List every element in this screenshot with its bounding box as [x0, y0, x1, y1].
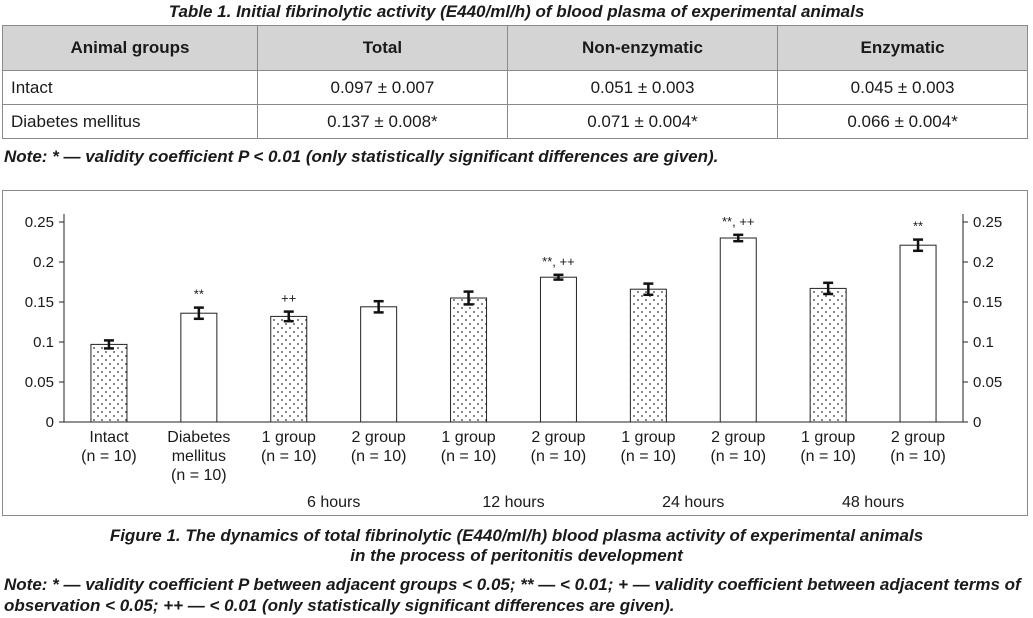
cell-group: Intact: [2, 70, 258, 105]
category-label: (n = 10): [621, 448, 677, 465]
category-label: (n = 10): [890, 448, 946, 465]
category-label: 2 group: [891, 429, 945, 446]
figure-caption: Figure 1. The dynamics of total fibrinol…: [0, 526, 1033, 566]
bar: [719, 237, 757, 423]
cell-non-enzymatic: 0.071 ± 0.004*: [506, 104, 779, 139]
category-label: 1 group: [801, 429, 855, 446]
fibrinolytic-activity-table: Animal groups Total Non-enzymatic Enzyma…: [2, 25, 1028, 139]
period-label: 48 hours: [842, 494, 904, 511]
category-label: (n = 10): [351, 448, 407, 465]
category-label: 2 group: [531, 429, 585, 446]
bar: [90, 343, 128, 423]
category-label: 2 group: [711, 429, 765, 446]
header-enzymatic: Enzymatic: [777, 25, 1028, 71]
category-label: mellitus: [172, 448, 226, 465]
significance-label: **, ++: [542, 254, 575, 269]
bar: [180, 312, 218, 423]
figure-note: Note: * — validity coefficient P between…: [4, 575, 1021, 615]
significance-label: **: [913, 219, 923, 234]
significance-label: **: [194, 287, 204, 302]
figure-frame: [2, 190, 1028, 516]
significance-label: ++: [281, 291, 296, 306]
header-non-enzymatic: Non-enzymatic: [506, 25, 779, 71]
header-total: Total: [257, 25, 508, 71]
category-label: (n = 10): [800, 448, 856, 465]
category-label: (n = 10): [531, 448, 587, 465]
category-label: (n = 10): [171, 467, 227, 484]
y-tick-label-right: 0.05: [973, 374, 1002, 391]
bar: [899, 244, 937, 423]
period-label: 12 hours: [482, 494, 544, 511]
cell-enzymatic: 0.066 ± 0.004*: [777, 104, 1028, 139]
table-row: Intact 0.097 ± 0.007 0.051 ± 0.003 0.045…: [2, 70, 1028, 105]
bar: [270, 315, 308, 423]
y-tick-label-right: 0: [973, 414, 981, 431]
cell-total: 0.097 ± 0.007: [257, 70, 508, 105]
cell-total: 0.137 ± 0.008*: [257, 104, 508, 139]
period-label: 24 hours: [662, 494, 724, 511]
bar: [809, 287, 847, 423]
table-header-row: Animal groups Total Non-enzymatic Enzyma…: [2, 25, 1028, 71]
table-note: Note: * — validity coefficient P < 0.01 …: [4, 147, 719, 166]
y-tick-label-left: 0.15: [25, 294, 54, 311]
category-label: 2 group: [352, 429, 406, 446]
category-label: (n = 10): [81, 448, 137, 465]
bar: [360, 306, 398, 423]
category-label: Diabetes: [167, 429, 230, 446]
y-tick-label-right: 0.15: [973, 294, 1002, 311]
header-animal-groups: Animal groups: [2, 25, 258, 71]
bar: [539, 276, 577, 423]
category-label: 1 group: [262, 429, 316, 446]
table-caption: Table 1. Initial fibrinolytic activity (…: [168, 2, 865, 21]
y-tick-label-left: 0.05: [25, 374, 54, 391]
category-label: (n = 10): [261, 448, 317, 465]
category-label: 1 group: [441, 429, 495, 446]
category-label: (n = 10): [710, 448, 766, 465]
y-tick-label-right: 0.2: [973, 254, 994, 271]
period-label: 6 hours: [307, 494, 360, 511]
cell-enzymatic: 0.045 ± 0.003: [777, 70, 1028, 105]
y-tick-label-right: 0.25: [973, 214, 1002, 231]
bar: [450, 297, 488, 423]
category-label: Intact: [89, 429, 129, 446]
category-label: 1 group: [621, 429, 675, 446]
significance-label: **, ++: [722, 214, 755, 229]
table-row: Diabetes mellitus 0.137 ± 0.008* 0.071 ±…: [2, 104, 1028, 139]
y-tick-label-left: 0: [46, 414, 54, 431]
y-tick-label-left: 0.25: [25, 214, 54, 231]
fibrinolytic-dynamics-chart: 0 0 0.05 0.05 0.1 0.1 0.15 0.15 0.2 0.2 0.25 0.25 In…: [25, 214, 1002, 511]
category-label: (n = 10): [441, 448, 497, 465]
y-tick-label-left: 0.1: [33, 334, 54, 351]
bar: [629, 288, 667, 423]
y-tick-label-left: 0.2: [33, 254, 54, 271]
figure-caption-line1: Figure 1. The dynamics of total fibrinol…: [109, 526, 924, 545]
figure-caption-line2: in the process of peritonitis developmen…: [350, 546, 683, 565]
y-tick-label-right: 0.1: [973, 334, 994, 351]
cell-non-enzymatic: 0.051 ± 0.003: [506, 70, 779, 105]
cell-group: Diabetes mellitus: [2, 104, 258, 139]
